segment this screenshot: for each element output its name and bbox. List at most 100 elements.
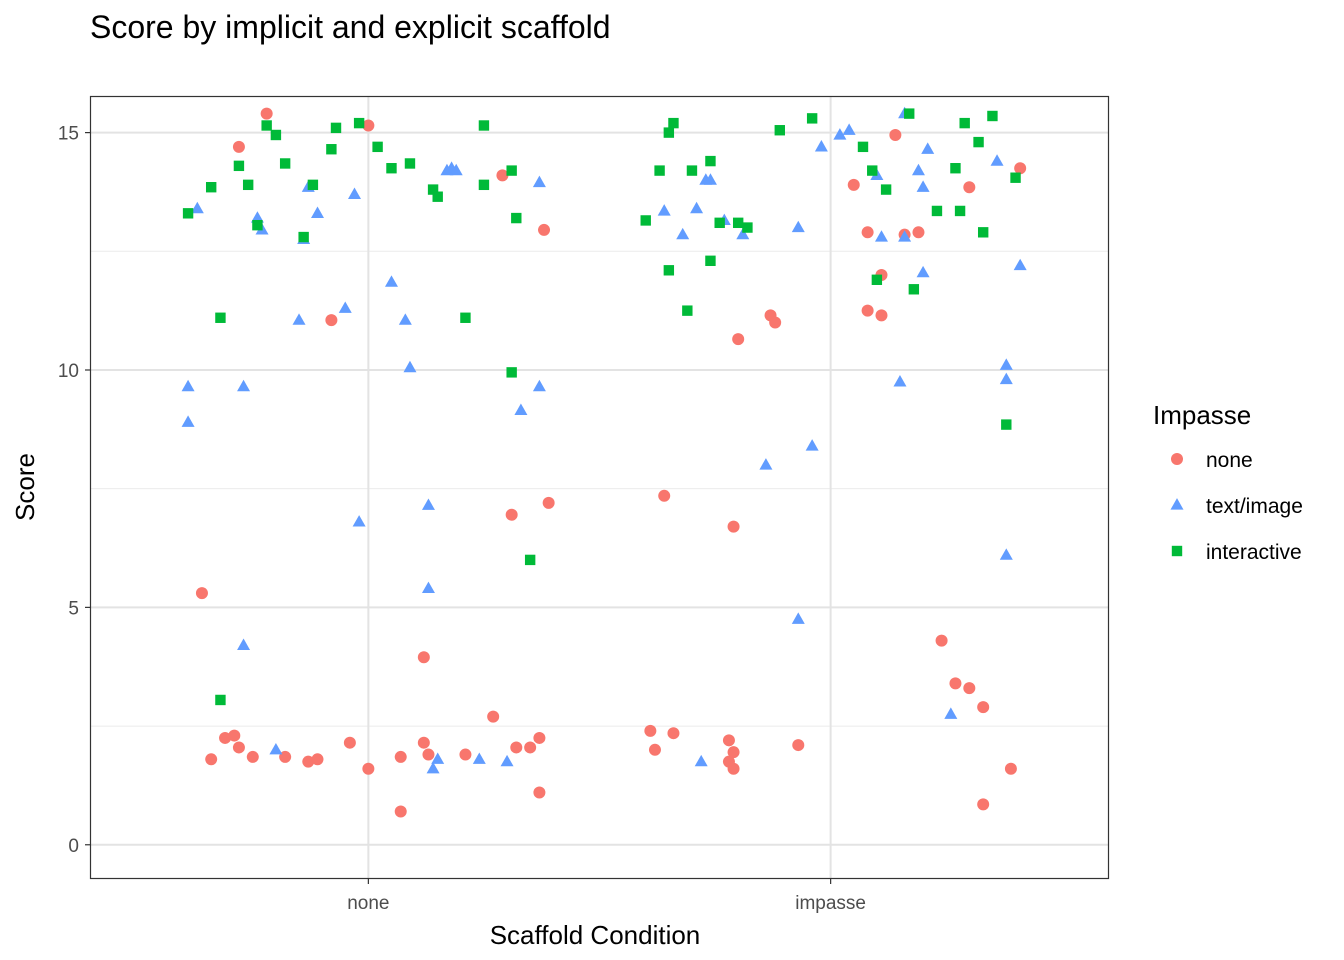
data-point-square xyxy=(908,284,920,295)
data-point-circle xyxy=(732,333,745,346)
y-tick-label: 0 xyxy=(68,836,79,857)
data-point-square xyxy=(714,217,725,229)
data-point-circle xyxy=(459,748,472,761)
data-point-circle xyxy=(644,724,657,737)
data-point-square xyxy=(205,182,217,193)
data-point-circle xyxy=(362,762,375,775)
data-point-square xyxy=(511,212,522,224)
chart-title: Score by implicit and explicit scaffold xyxy=(90,9,611,45)
data-point-triangle xyxy=(431,752,445,764)
data-point-square xyxy=(663,127,675,138)
grid-lines xyxy=(91,97,1108,878)
data-point-square xyxy=(215,694,226,706)
data-point-circle xyxy=(417,736,430,749)
data-point-triangle xyxy=(472,752,486,764)
data-point-circle xyxy=(524,741,537,754)
data-point-square xyxy=(261,120,272,131)
data-point-triangle xyxy=(403,360,417,373)
data-point-circle xyxy=(727,520,740,533)
data-point-circle xyxy=(667,727,680,740)
data-point-triangle xyxy=(237,638,251,650)
x-tick-label: none xyxy=(347,893,389,914)
data-point-circle xyxy=(260,107,273,120)
data-point-circle xyxy=(362,119,375,132)
data-point-circle xyxy=(311,753,324,766)
data-point-square xyxy=(640,215,651,226)
data-point-square xyxy=(252,219,263,231)
data-point-circle xyxy=(232,140,245,153)
data-point-square xyxy=(506,165,517,176)
data-point-square xyxy=(233,160,245,172)
data-point-square xyxy=(1010,172,1021,183)
y-tick-label: 5 xyxy=(68,598,79,619)
data-point-circle xyxy=(963,682,976,695)
data-point-circle xyxy=(302,755,315,768)
y-tick-label: 10 xyxy=(58,361,79,382)
data-point-triangle xyxy=(500,754,514,767)
data-point-triangle xyxy=(449,163,463,176)
data-point-triangle xyxy=(805,439,819,451)
data-point-circle xyxy=(394,750,407,763)
data-point-circle xyxy=(727,762,740,775)
data-point-circle xyxy=(861,226,874,239)
data-point-circle xyxy=(232,741,245,754)
data-point-triangle xyxy=(893,375,907,387)
data-point-circle xyxy=(533,786,546,799)
data-point-square xyxy=(705,155,716,167)
data-point-triangle xyxy=(999,358,1013,370)
data-point-triangle xyxy=(250,211,264,223)
legend-label: interactive xyxy=(1206,541,1302,564)
y-axis-title: Score xyxy=(10,453,40,521)
data-point-triangle xyxy=(990,154,1004,166)
data-point-square xyxy=(506,367,517,378)
data-point-triangle xyxy=(916,180,930,192)
data-point-triangle xyxy=(347,187,361,199)
data-point-circle xyxy=(935,634,948,647)
data-point-circle xyxy=(727,746,740,759)
data-point-triangle xyxy=(694,754,708,767)
data-point-triangle xyxy=(352,515,366,527)
data-point-square xyxy=(867,165,878,176)
data-point-square xyxy=(404,158,416,169)
data-point-triangle xyxy=(874,230,888,242)
x-axis-ticks: none impasse xyxy=(347,878,866,914)
data-point-triangle xyxy=(532,379,546,392)
data-point-circle xyxy=(246,750,259,763)
data-point-circle xyxy=(977,798,990,811)
data-point-circle xyxy=(228,729,241,742)
data-point-circle xyxy=(538,223,551,236)
data-point-triangle xyxy=(237,379,251,392)
data-points xyxy=(181,106,1027,818)
data-point-square xyxy=(705,255,716,266)
data-point-circle xyxy=(722,734,735,747)
data-point-triangle xyxy=(1013,258,1027,271)
data-point-circle xyxy=(219,731,232,744)
data-point-triangle xyxy=(791,612,805,624)
data-point-triangle xyxy=(514,403,528,415)
data-point-triangle xyxy=(703,173,717,185)
data-point-square xyxy=(973,136,984,148)
data-point-triangle xyxy=(911,163,925,176)
data-point-triangle xyxy=(944,707,958,719)
data-point-square xyxy=(668,117,679,129)
data-point-square xyxy=(663,265,675,276)
data-point-circle xyxy=(195,587,208,600)
data-point-circle xyxy=(542,496,555,509)
data-point-triangle xyxy=(898,230,912,242)
data-point-square xyxy=(686,165,698,176)
data-point-circle xyxy=(912,226,925,239)
data-point-circle xyxy=(963,181,976,194)
data-point-circle xyxy=(875,309,888,322)
data-point-triangle xyxy=(532,175,546,188)
data-point-triangle xyxy=(791,220,805,233)
data-point-square xyxy=(742,222,753,233)
data-point-circle xyxy=(861,304,874,317)
data-point-circle xyxy=(769,316,782,329)
data-point-triangle xyxy=(421,498,435,510)
data-point-square xyxy=(460,312,471,323)
legend-label: text/image xyxy=(1206,495,1303,518)
data-point-square xyxy=(307,179,319,191)
data-point-triangle xyxy=(181,415,195,427)
data-point-square xyxy=(432,191,443,202)
data-point-circle xyxy=(792,739,805,752)
